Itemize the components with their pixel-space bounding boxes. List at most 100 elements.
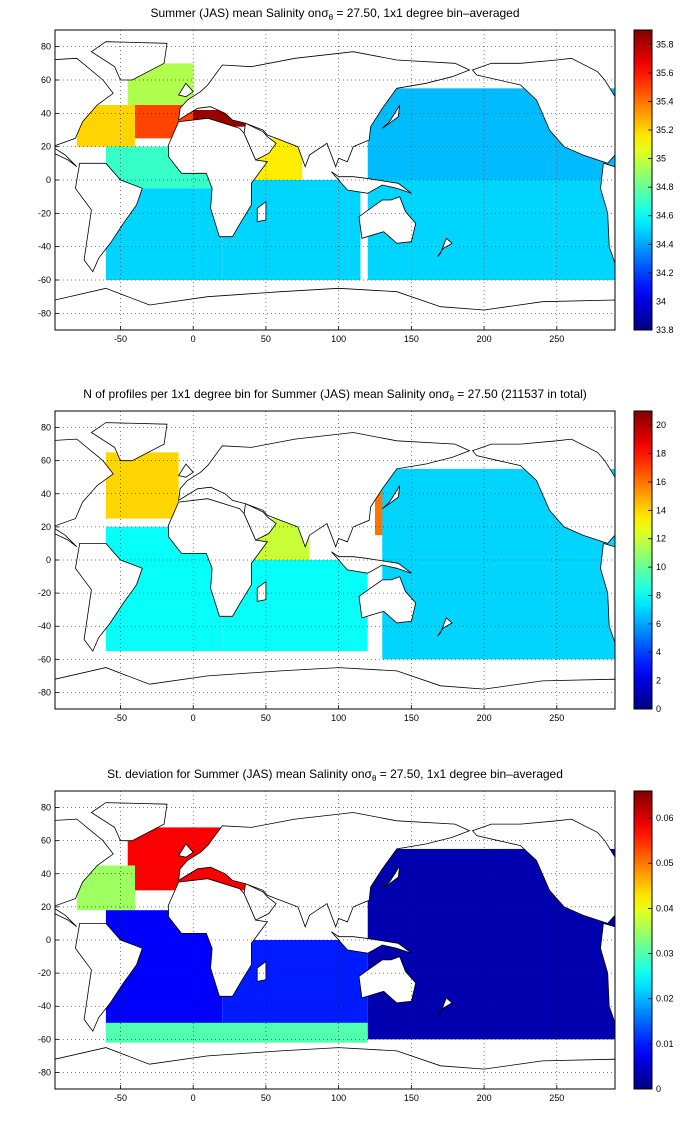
coastline-north-america: [55, 438, 114, 548]
coastline-antarctica: [55, 287, 615, 330]
data-region-1: [105, 452, 179, 519]
y-tick-label: -20: [38, 208, 51, 218]
y-tick-label: 80: [41, 423, 51, 433]
x-tick-label: 100: [331, 334, 346, 344]
y-tick-label: -40: [38, 621, 51, 631]
colorbar-tick-label: 0.05: [656, 858, 674, 868]
y-tick-label: -20: [38, 968, 51, 978]
x-tick-label: -50: [114, 1093, 127, 1103]
x-tick-label: 50: [261, 1093, 271, 1103]
colorbar-tick-label: 35.2: [656, 125, 674, 135]
x-tick-label: -50: [114, 713, 127, 723]
colorbar-tick-label: 18: [656, 449, 666, 459]
y-tick-label: -40: [38, 1001, 51, 1011]
coastline-africa: [168, 117, 269, 238]
colorbar-tick-label: 0.06: [656, 813, 674, 823]
y-tick-label: -80: [38, 687, 51, 697]
chart-title: St. deviation for Summer (JAS) mean Sali…: [107, 767, 563, 783]
coastline-south-america: [74, 162, 143, 273]
colorbar-tick-label: 10: [656, 562, 666, 572]
y-tick-label: -60: [38, 654, 51, 664]
colorbar-tick-label: 20: [656, 420, 666, 430]
x-tick-label: -50: [114, 334, 127, 344]
colorbar: [633, 790, 653, 1090]
colorbar-tick-label: 12: [656, 534, 666, 544]
data-region-6: [105, 1022, 368, 1043]
coastline-greenland: [90, 41, 168, 81]
colorbar-tick-label: 34: [656, 296, 666, 306]
panel-2: -50 0 50 100 150 200 250806040200-20-40-60-80N…: [38, 387, 666, 723]
y-tick-label: -20: [38, 588, 51, 598]
coastline-indonesia: [331, 171, 412, 194]
y-tick-label: 20: [41, 522, 51, 532]
coastline-australia: [358, 956, 417, 1004]
colorbar-tick-label: 34.2: [656, 268, 674, 278]
x-tick-label: 250: [549, 334, 564, 344]
coastline-north-america-east: [471, 818, 615, 924]
map-area: [55, 30, 615, 330]
coastline-british-isles: [177, 82, 194, 98]
x-tick-label: 150: [404, 1093, 419, 1103]
coastline-eurasia: [178, 432, 471, 548]
colorbar-tick-label: 0.01: [656, 1039, 674, 1049]
coastline-indonesia: [331, 551, 412, 574]
y-tick-label: -80: [38, 1067, 51, 1077]
coastline-madagascar: [256, 200, 267, 223]
coastline-madagascar: [256, 580, 267, 602]
colorbar-tick-label: 14: [656, 505, 666, 515]
colorbar-tick-label: 0: [656, 1084, 661, 1094]
x-tick-label: 250: [549, 713, 564, 723]
y-tick-label: 80: [41, 803, 51, 813]
x-tick-label: 50: [261, 334, 271, 344]
coastline-north-america-east: [471, 57, 615, 164]
colorbar-tick-label: 35.4: [656, 96, 674, 106]
y-tick-label: 60: [41, 75, 51, 85]
x-tick-label: 200: [477, 1093, 492, 1103]
y-tick-label: 0: [46, 555, 51, 565]
colorbar-tick-label: 6: [656, 619, 661, 629]
colorbar-tick-label: 0.02: [656, 994, 674, 1004]
colorbar-tick-label: 34.4: [656, 239, 674, 249]
colorbar-tick-label: 33.8: [656, 325, 674, 335]
coastline-arabia: [243, 122, 277, 161]
x-tick-label: 100: [331, 713, 346, 723]
x-tick-label: 0: [191, 713, 196, 723]
y-tick-label: -60: [38, 275, 51, 285]
y-tick-label: 0: [46, 175, 51, 185]
y-tick-label: -80: [38, 308, 51, 318]
x-tick-label: 0: [191, 1093, 196, 1103]
colorbar-tick-label: 8: [656, 590, 661, 600]
chart-title: Summer (JAS) mean Salinity onσθ = 27.50,…: [150, 6, 519, 22]
x-tick-label: 200: [477, 713, 492, 723]
coastline-japan: [382, 485, 401, 510]
coastline-north-america: [55, 57, 114, 168]
coastline-africa: [168, 878, 269, 997]
coastline-indonesia: [331, 931, 412, 954]
x-tick-label: 200: [477, 334, 492, 344]
y-tick-label: 0: [46, 935, 51, 945]
x-tick-label: 50: [261, 713, 271, 723]
y-tick-label: -40: [38, 242, 51, 252]
coastline-madagascar: [256, 960, 267, 982]
coastline-africa: [168, 498, 269, 617]
coastline-south-america: [74, 923, 143, 1032]
x-tick-label: 150: [404, 334, 419, 344]
colorbar-tick-label: 34.6: [656, 211, 674, 221]
y-tick-label: -60: [38, 1034, 51, 1044]
y-tick-label: 40: [41, 489, 51, 499]
coastline-british-isles: [177, 463, 194, 478]
coastline-new-zealand: [437, 237, 453, 257]
coastline-antarctica: [55, 667, 615, 709]
coastline-south-america: [74, 543, 143, 652]
colorbar-tick-label: 0: [656, 704, 661, 714]
x-tick-label: 250: [549, 1093, 564, 1103]
y-tick-label: 80: [41, 42, 51, 52]
chart-title: N of profiles per 1x1 degree bin for Sum…: [83, 387, 587, 403]
colorbar-tick-label: 16: [656, 477, 666, 487]
coastline-greenland: [90, 802, 168, 842]
coastline-north-america: [55, 818, 114, 928]
colorbar-tick-label: 2: [656, 676, 661, 686]
panel-1: -50 0 50 100 150 200 250806040200-20-40-60-80S…: [38, 6, 674, 344]
colorbar-tick-label: 34.8: [656, 182, 674, 192]
